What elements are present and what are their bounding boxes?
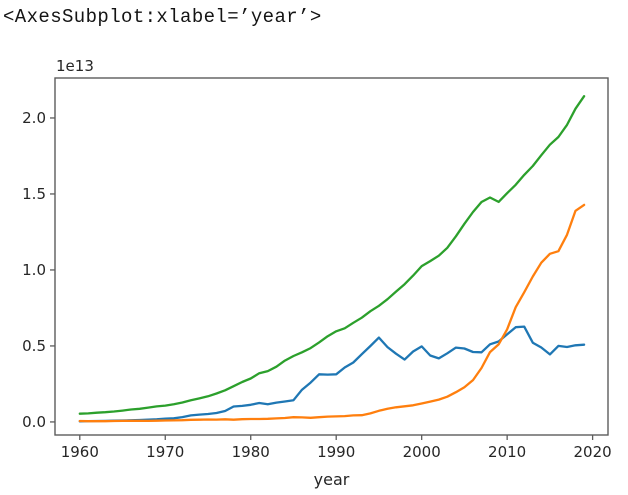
x-tick-label: 1980	[232, 443, 270, 461]
plot-border	[54, 77, 609, 436]
x-tick-label: 1990	[317, 443, 355, 461]
x-tick-label: 1960	[61, 443, 99, 461]
y-tick-label: 0.5	[22, 337, 46, 355]
x-tick-label: 2000	[403, 443, 441, 461]
series-line-orange	[78, 203, 586, 423]
x-axis-label: year	[314, 470, 350, 489]
y-tick-label: 2.0	[22, 109, 46, 127]
y-tick-label: 1.0	[22, 261, 46, 279]
line-chart-canvas: 1960 1970 1980 1990 2000 2010 2020 0.0 0.5 1.0 1.5…	[22, 57, 612, 489]
axes-repr-text: <AxesSubplot:xlabel=’year’>	[3, 6, 322, 28]
x-tick-label: 2010	[488, 443, 526, 461]
x-tick-label: 1970	[146, 443, 184, 461]
y-tick-label: 0.0	[22, 413, 46, 431]
y-tick-label: 1.5	[22, 185, 46, 203]
series-line-green	[78, 95, 586, 415]
x-tick-label: 2020	[574, 443, 612, 461]
y-axis-offset-text: 1e13	[56, 57, 94, 75]
